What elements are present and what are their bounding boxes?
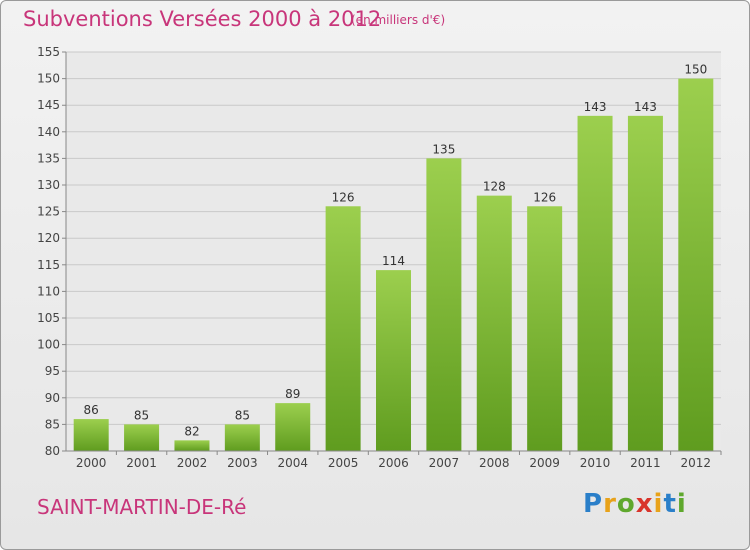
- bar-value-label: 150: [684, 63, 707, 77]
- y-tick-label: 100: [37, 338, 60, 352]
- x-tick-label: 2002: [177, 456, 208, 470]
- x-tick-label: 2000: [76, 456, 107, 470]
- bar-2008: [476, 195, 512, 451]
- y-axis-labels: 80 85 90 95 100 105 110 115 120 125 130 135 140 145 15…: [37, 45, 60, 458]
- x-tick-label: 2008: [479, 456, 510, 470]
- x-tick-label: 2001: [126, 456, 157, 470]
- bar-2010: [577, 115, 613, 451]
- commune-name: SAINT-MARTIN-DE-Ré: [37, 495, 247, 519]
- bar-value-label: 143: [634, 100, 657, 114]
- bar-value-label: 114: [382, 254, 405, 268]
- y-tick-label: 125: [37, 205, 60, 219]
- bar-2006: [376, 270, 411, 451]
- bar-2003: [224, 424, 260, 451]
- bar-value-label: 128: [483, 180, 506, 194]
- x-tick-label: 2005: [328, 456, 359, 470]
- y-tick-label: 115: [37, 258, 60, 272]
- bar-2004: [275, 403, 311, 451]
- bar-value-label: 135: [432, 142, 455, 156]
- bar-value-label: 89: [285, 387, 300, 401]
- bar-value-label: 126: [533, 190, 556, 204]
- x-tick-label: 2011: [630, 456, 661, 470]
- y-tick-label: 90: [45, 391, 60, 405]
- x-tick-label: 2003: [227, 456, 258, 470]
- bar-2000: [73, 419, 109, 451]
- bar-2007: [426, 158, 462, 451]
- logo-letter: i: [676, 489, 687, 519]
- logo-letter: i: [653, 489, 664, 519]
- bar-value-label: 86: [84, 403, 99, 417]
- x-tick-label: 2012: [681, 456, 712, 470]
- y-tick-label: 120: [37, 231, 60, 245]
- logo-letter: o: [616, 489, 636, 519]
- bar-value-label: 126: [332, 190, 355, 204]
- logo-letter: x: [635, 489, 654, 519]
- y-tick-label: 110: [37, 284, 60, 298]
- unit-note: (en milliers d'€): [351, 13, 446, 27]
- bar-2002: [174, 440, 210, 451]
- x-tick-label: 2010: [580, 456, 611, 470]
- y-tick-label: 150: [37, 72, 60, 86]
- x-tick-label: 2009: [529, 456, 560, 470]
- bar-value-label: 85: [134, 408, 149, 422]
- bar-value-label: 143: [584, 100, 607, 114]
- x-tick-label: 2006: [378, 456, 409, 470]
- bar-2005: [325, 206, 361, 451]
- logo-letter: r: [603, 489, 617, 519]
- x-tick-label: 2004: [277, 456, 308, 470]
- bar-2009: [527, 206, 563, 451]
- bar-2012: [678, 78, 714, 451]
- bar-value-label: 85: [235, 408, 250, 422]
- y-tick-label: 85: [45, 417, 60, 431]
- y-tick-label: 145: [37, 98, 60, 112]
- y-tick-label: 135: [37, 151, 60, 165]
- bar-2001: [124, 424, 160, 451]
- y-tick-label: 155: [37, 45, 60, 59]
- logo-letter: t: [663, 489, 677, 519]
- bar-2011: [627, 115, 663, 451]
- logo-letter: P: [583, 489, 604, 519]
- y-tick-label: 80: [45, 444, 60, 458]
- y-tick-label: 105: [37, 311, 60, 325]
- bar-value-label: 82: [184, 424, 199, 438]
- chart-title: Subventions Versées 2000 à 2012: [23, 7, 382, 31]
- x-tick-label: 2007: [429, 456, 460, 470]
- y-tick-label: 130: [37, 178, 60, 192]
- y-tick-label: 95: [45, 364, 60, 378]
- x-axis-labels: 2000 2001 2002 2003 2004 2005 2006 2007 2008 2009…: [76, 451, 722, 470]
- y-tick-label: 140: [37, 125, 60, 139]
- bars: 86 85 82 85 89 126 114 135 128 126 143 143 150: [73, 63, 714, 451]
- proxiti-logo: Proxiti: [583, 489, 687, 519]
